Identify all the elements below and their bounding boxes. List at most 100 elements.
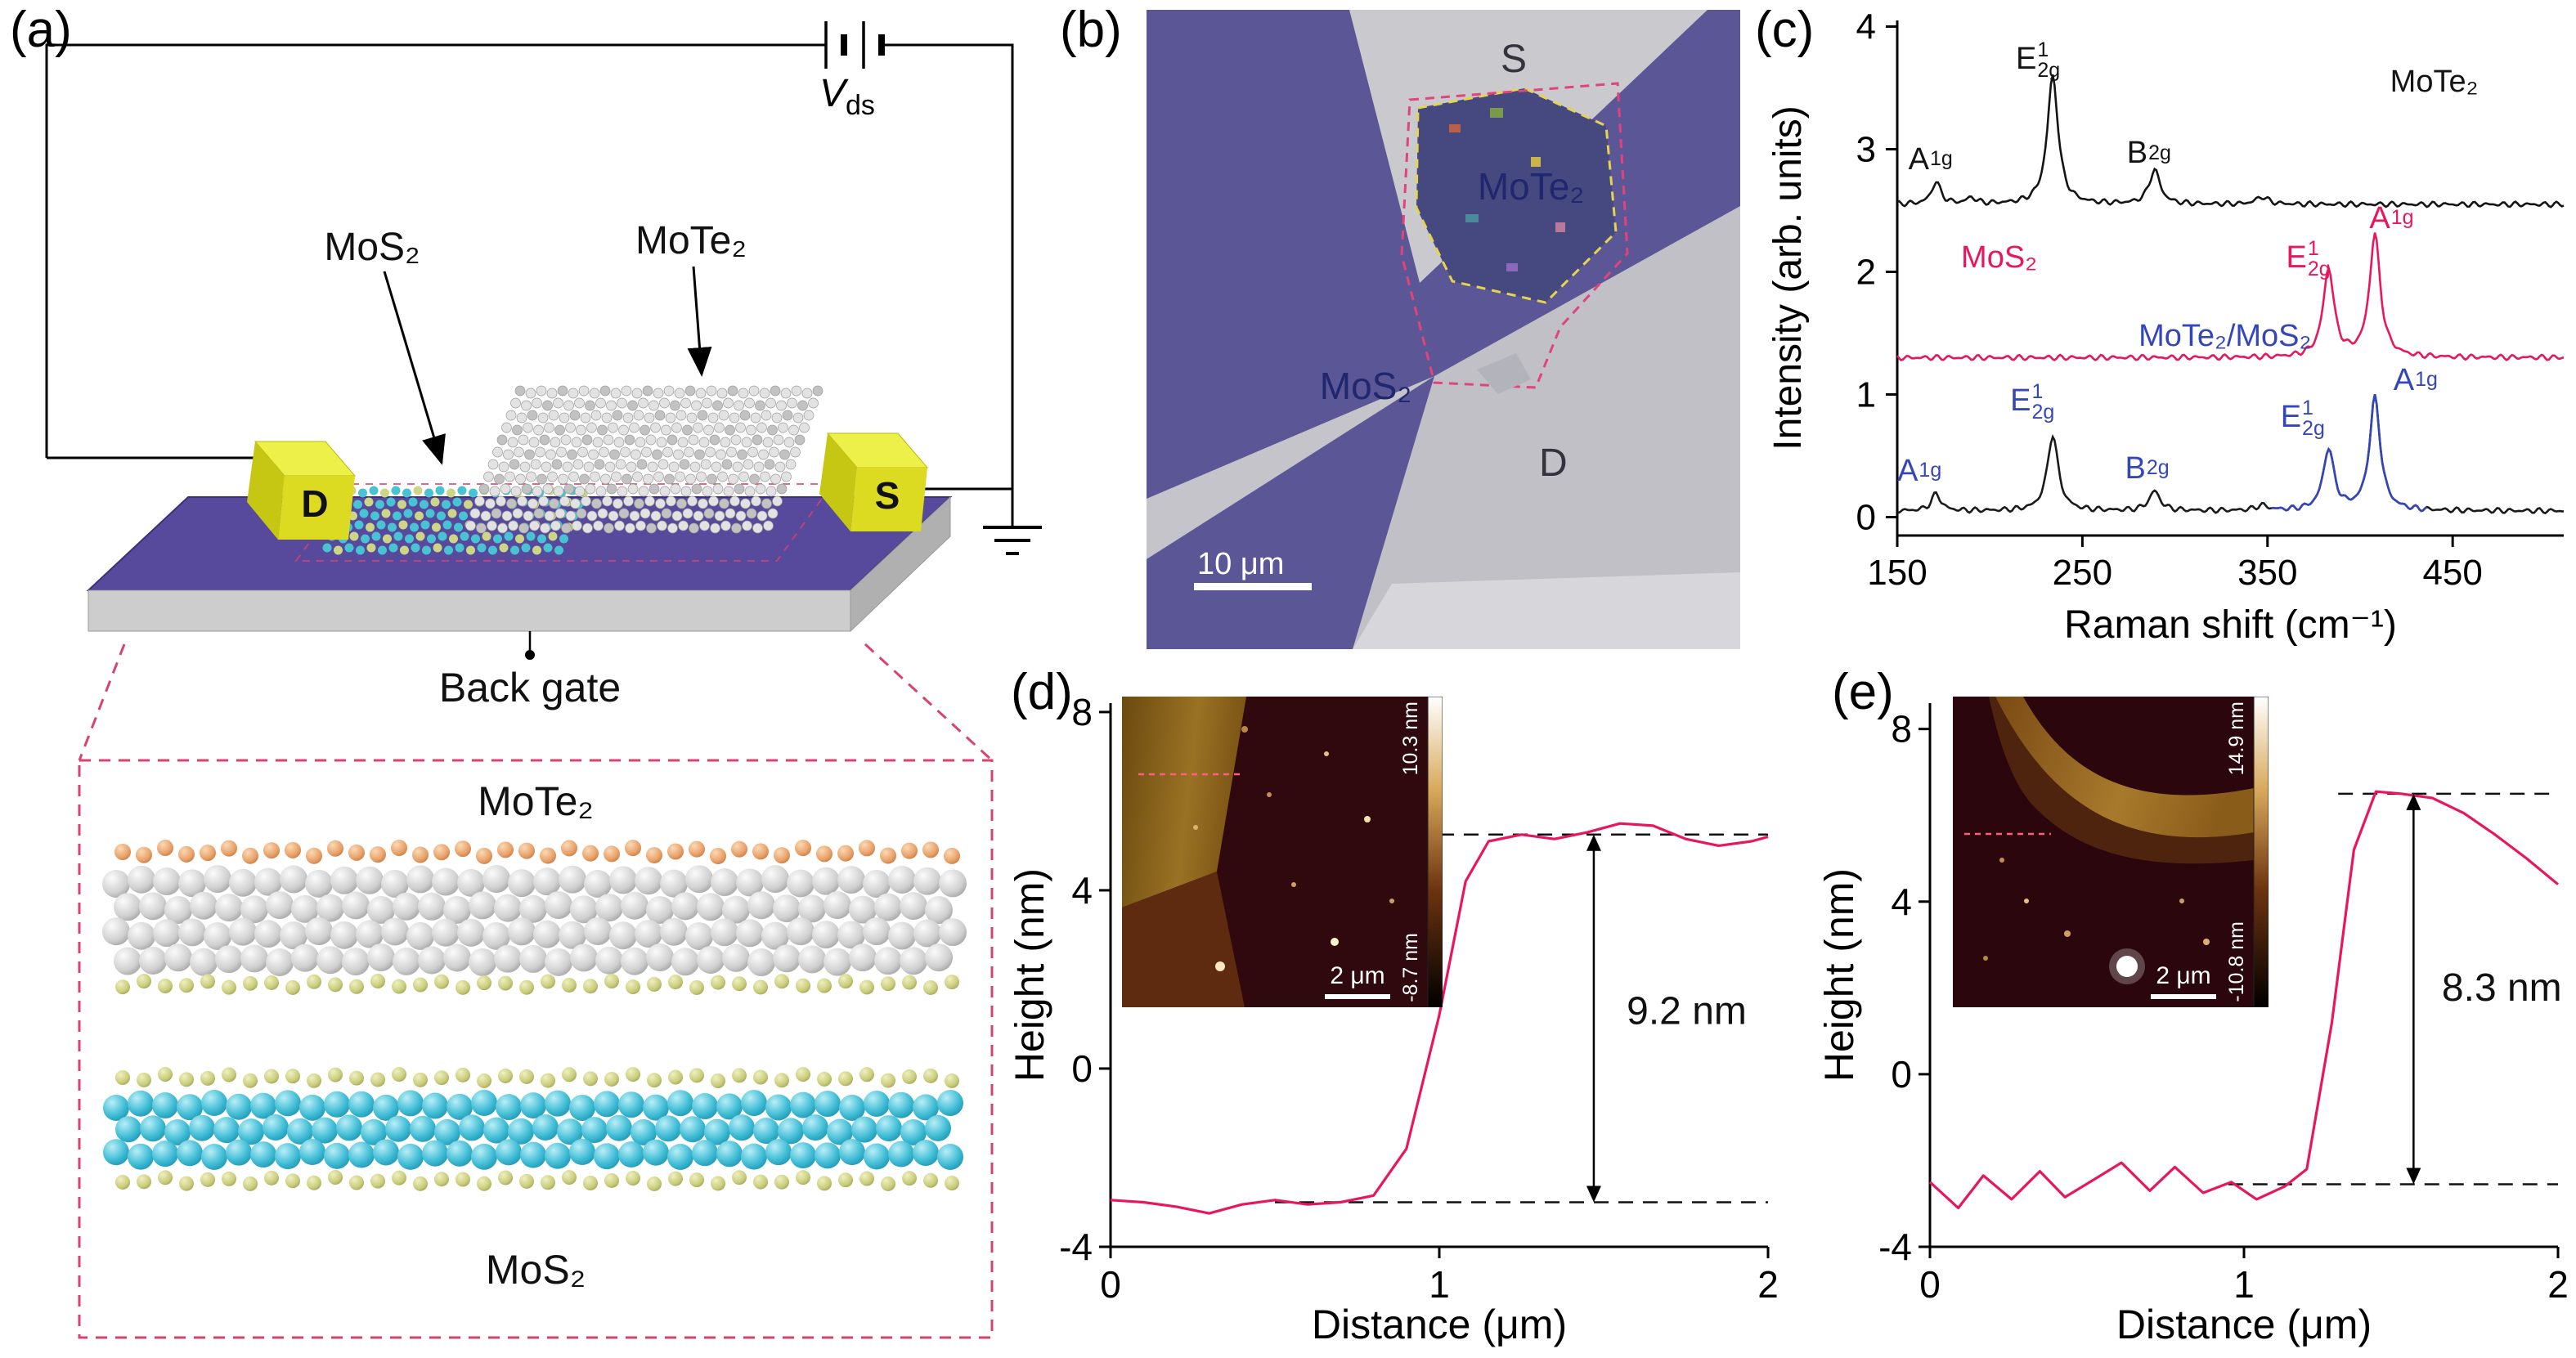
spectrum-trace-1 bbox=[1896, 232, 2565, 361]
ground-icon bbox=[983, 526, 1042, 555]
x-tick-label: 350 bbox=[2237, 553, 2297, 593]
y-axis-label: Height (nm) bbox=[1014, 868, 1052, 1082]
panel-d-label: (d) bbox=[1011, 664, 1073, 720]
thickness-annotation: 8.3 nm bbox=[2442, 966, 2562, 1010]
y-tick-label: 2 bbox=[1856, 253, 1876, 293]
optical-drain-label: D bbox=[1539, 441, 1568, 485]
x-axis-label: Raman shift (cm⁻¹) bbox=[2064, 603, 2397, 647]
zoom-mos2-label: MoS₂ bbox=[486, 1247, 586, 1293]
y-tick-label: 0 bbox=[1856, 498, 1876, 538]
peak-label: E 1 2g bbox=[2015, 38, 2061, 82]
drain-bottom-band bbox=[1353, 572, 1740, 649]
y-axis-label: Height (nm) bbox=[1824, 868, 1862, 1082]
spectrum-trace-2 bbox=[1896, 394, 2564, 515]
mos2-arrow bbox=[383, 271, 446, 465]
mote2-outline bbox=[1415, 87, 1618, 304]
colorbar bbox=[1427, 696, 1443, 1008]
zoom-callout bbox=[78, 643, 994, 1339]
afm-image-d bbox=[1122, 696, 1443, 1008]
drain-label: D bbox=[301, 482, 328, 525]
afm-inset-e: 14.9 nm -10.8 nm 2 μm bbox=[1953, 696, 2269, 1008]
peak-label: A 1g bbox=[2369, 200, 2414, 235]
colorbar-min-label: -8.7 nm bbox=[1399, 933, 1422, 1002]
peak-label: MoTe₂/MoS₂ bbox=[2138, 318, 2312, 353]
inset-scalebar-line bbox=[2151, 994, 2216, 999]
height-profile-curve bbox=[1928, 790, 2560, 1210]
x-tick-label: 250 bbox=[2053, 553, 2112, 593]
y-tick-label: -4 bbox=[1878, 1226, 1912, 1268]
y-tick-label: 4 bbox=[1856, 7, 1876, 47]
spectrum-trace-2-overlay bbox=[2271, 394, 2428, 513]
afm-image-e bbox=[1953, 696, 2269, 1008]
peak-label: E 1 2g bbox=[2010, 380, 2055, 424]
x-tick-label: 0 bbox=[1919, 1263, 1941, 1306]
optical-mote2-label: MoTe₂ bbox=[1478, 165, 1584, 208]
colorbar-max-label: 14.9 nm bbox=[2225, 701, 2248, 776]
inset-scalebar: 2 μm bbox=[1325, 962, 1390, 999]
x-tick-label: 0 bbox=[1100, 1263, 1121, 1306]
colorbar-max-label: 10.3 nm bbox=[1399, 701, 1422, 776]
back-gate-dot bbox=[525, 650, 535, 660]
afm-speckles bbox=[1193, 726, 1394, 971]
x-tick-label: 2 bbox=[2547, 1263, 2569, 1306]
mote2-label: MoTe₂ bbox=[635, 219, 747, 262]
drain-electrode-wedge bbox=[1147, 376, 1434, 559]
y-tick-label: 4 bbox=[1891, 881, 1912, 923]
mote2-lattice bbox=[465, 385, 824, 534]
spectrum-trace-0 bbox=[1896, 74, 2565, 208]
panel-b-label: (b) bbox=[1060, 2, 1122, 58]
bright-particle bbox=[2116, 956, 2138, 977]
x-axis-label: Distance (μm) bbox=[1312, 1302, 1567, 1347]
x-tick-label: 150 bbox=[1867, 553, 1927, 593]
afm-inset-d: 10.3 nm -8.7 nm 2 μm bbox=[1122, 696, 1443, 1008]
x-tick-label: 1 bbox=[2233, 1263, 2255, 1306]
drain-electrode bbox=[247, 441, 357, 540]
peak-label: E 1 2g bbox=[2286, 236, 2331, 280]
zoom-mos2-structure bbox=[103, 1067, 963, 1191]
mote2-flake bbox=[1416, 88, 1616, 303]
y-tick-label: 4 bbox=[1071, 869, 1093, 912]
x-tick-label: 2 bbox=[1757, 1263, 1779, 1306]
zoom-mote2-label: MoTe₂ bbox=[478, 778, 594, 824]
thickness-annotation: 9.2 nm bbox=[1627, 989, 1747, 1033]
afm-speckles bbox=[1983, 858, 2210, 961]
height-profile-d-panel: 0 1 2 -4 0 4 8 Height (nm) Distance (μm) 9.2 nm bbox=[1014, 669, 1791, 1358]
mos2-label: MoS₂ bbox=[324, 226, 420, 269]
y-tick-label: 8 bbox=[1071, 691, 1093, 733]
height-profile-curve bbox=[1110, 822, 1769, 1215]
y-tick-label: -4 bbox=[1059, 1226, 1093, 1268]
x-tick-label: 1 bbox=[1429, 1263, 1450, 1306]
battery-icon bbox=[824, 21, 885, 69]
x-axis-label: Distance (μm) bbox=[2116, 1302, 2372, 1347]
back-gate-label: Back gate bbox=[439, 665, 621, 710]
optical-scalebar-line bbox=[1194, 583, 1312, 590]
flake-specks bbox=[1449, 108, 1565, 271]
y-tick-label: 0 bbox=[1891, 1053, 1912, 1096]
drain-electrode-region bbox=[1353, 206, 1740, 649]
source-label: S bbox=[875, 474, 900, 517]
mote2-arrow bbox=[687, 266, 712, 377]
peak-label: B 2g bbox=[2125, 450, 2170, 486]
y-axis-label: Intensity (arb. units) bbox=[1766, 105, 1810, 450]
source-electrode bbox=[819, 432, 929, 531]
peak-label: B 2g bbox=[2126, 136, 2171, 170]
mos2-outline bbox=[1400, 82, 1629, 389]
peak-label: A 1g bbox=[1908, 141, 1953, 177]
optical-mos2-label: MoS₂ bbox=[1320, 365, 1411, 407]
y-tick-label: 0 bbox=[1071, 1047, 1093, 1090]
inset-scalebar: 2 μm bbox=[2151, 962, 2216, 999]
peak-label: MoS₂ bbox=[1961, 240, 2037, 275]
optical-scalebar-label: 10 μm bbox=[1197, 547, 1284, 581]
circuit-wires bbox=[45, 43, 1014, 527]
colorbar-min-label: -10.8 nm bbox=[2225, 921, 2248, 1002]
y-tick-label: 1 bbox=[1856, 375, 1876, 415]
inset-scalebar-label: 2 μm bbox=[2156, 962, 2211, 989]
vds-label: Vds bbox=[819, 72, 875, 121]
zoom-mote2-structure bbox=[102, 840, 967, 995]
peak-label: A 1g bbox=[2393, 362, 2438, 397]
small-flake bbox=[1477, 353, 1531, 394]
peak-label: A 1g bbox=[1897, 453, 1942, 488]
panel-e-label: (e) bbox=[1832, 664, 1894, 720]
optical-image-panel: S MoTe₂ MoS₂ D 10 μm bbox=[1147, 10, 1740, 649]
